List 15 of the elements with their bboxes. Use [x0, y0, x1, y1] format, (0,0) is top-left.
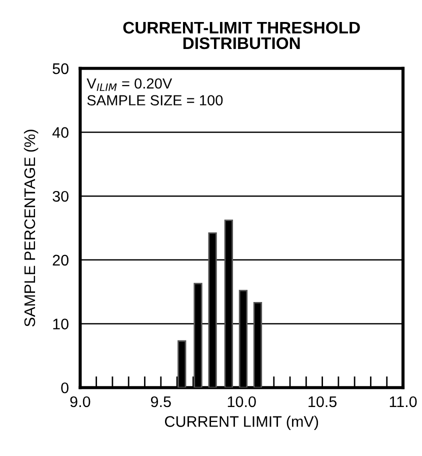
x-tick-label: 10.5 [308, 396, 337, 408]
y-axis-title: SAMPLE PERCENTAGE (%) [24, 130, 38, 326]
y-tick-label: 10 [53, 318, 68, 330]
y-tick-label: 20 [52, 254, 68, 266]
x-tick-label: 9.5 [150, 396, 171, 408]
x-tick-label: 10.0 [228, 396, 256, 408]
x-tick-label: 9.0 [70, 396, 90, 408]
chart-title: CURRENT-LIMIT THRESHOLD DISTRIBUTION [123, 22, 360, 50]
y-tick-label: 50 [52, 63, 68, 74]
y-tick-label: 40 [52, 127, 68, 138]
y-tick-label: 0 [61, 382, 68, 394]
y-tick-label: 30 [52, 190, 68, 202]
x-tick-label: 11.0 [390, 396, 417, 408]
annotation: V$_{ILIM}$ = 0.20V SAMPLE SIZE = 100 [86, 78, 223, 106]
x-axis-title: CURRENT LIMIT (mV) [164, 416, 318, 430]
